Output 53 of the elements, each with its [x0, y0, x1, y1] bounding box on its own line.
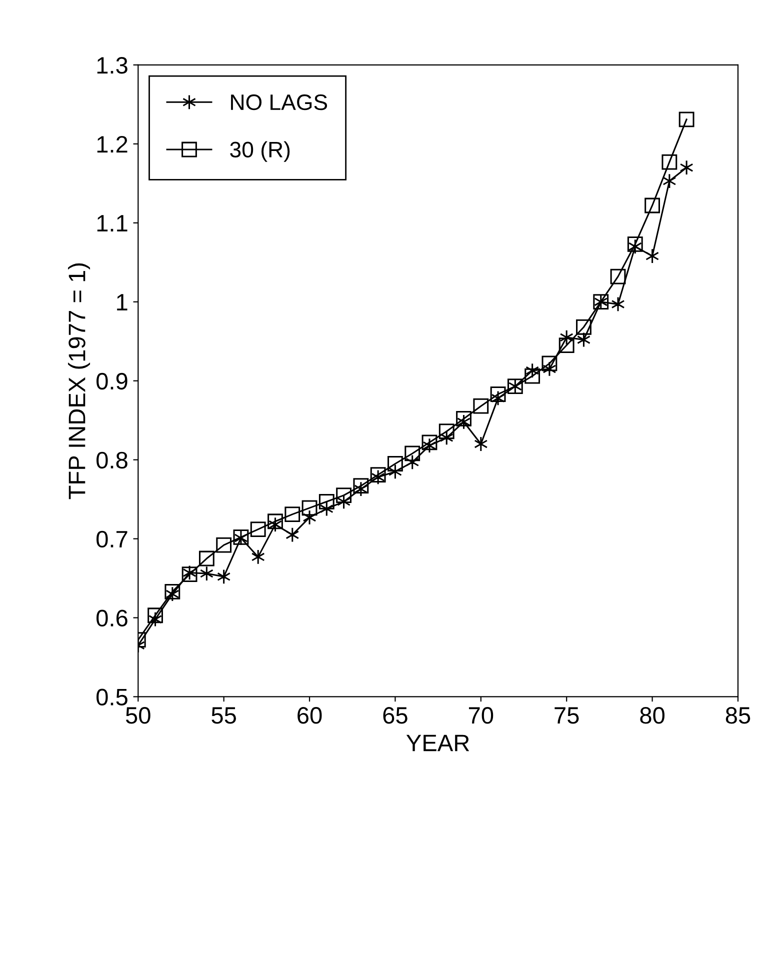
x-tick-label: 80: [640, 707, 664, 724]
point: [353, 478, 369, 494]
y-axis-title: TFP INDEX (1977 = 1): [68, 263, 90, 500]
point: [474, 436, 488, 452]
point: [558, 338, 574, 353]
point: [576, 319, 592, 335]
x-tick-label: 75: [554, 707, 579, 724]
point: [404, 446, 420, 462]
y-tick-label: 1.3: [97, 56, 128, 74]
point: [662, 154, 678, 170]
point: [198, 550, 214, 566]
point: [490, 386, 506, 402]
point: [473, 398, 489, 414]
x-tick-label: 85: [726, 707, 750, 724]
x-tick-label: 60: [298, 707, 322, 724]
x-tick-label: 50: [126, 707, 150, 724]
y-tick-label: 1.1: [97, 215, 128, 232]
point: [524, 368, 540, 384]
point: [284, 506, 300, 522]
y-tick-label: 0.7: [96, 530, 128, 548]
point: [422, 434, 438, 450]
point: [646, 248, 660, 264]
point: [438, 424, 454, 440]
x-tick-label: 70: [468, 707, 494, 724]
point: [644, 198, 660, 214]
point: [678, 112, 694, 128]
point: [336, 488, 352, 504]
legend-label: NO LAGS: [231, 94, 328, 110]
point: [251, 549, 265, 565]
point: [611, 296, 625, 312]
point: [542, 356, 558, 372]
y-tick-label: 0.5: [96, 688, 128, 706]
y-tick-label: 1: [117, 294, 128, 310]
point: [200, 566, 214, 582]
point: [250, 522, 266, 537]
point: [217, 568, 231, 584]
legend-label: 30 (R): [230, 141, 290, 162]
point: [148, 608, 163, 624]
point: [216, 537, 232, 553]
y-tick-label: 0.8: [96, 452, 128, 469]
point: [680, 160, 694, 176]
point: [456, 411, 472, 426]
x-axis-title: YEAR: [406, 734, 470, 752]
point: [268, 514, 283, 530]
point: [302, 500, 318, 516]
x-tick-label: 55: [212, 707, 236, 724]
y-tick-label: 1.2: [97, 136, 128, 152]
point: [387, 456, 403, 472]
y-tick-label: 0.9: [96, 372, 128, 390]
point: [318, 494, 334, 510]
x-tick-label: 65: [383, 707, 408, 724]
point: [610, 268, 626, 284]
y-tick-label: 0.6: [96, 610, 128, 627]
